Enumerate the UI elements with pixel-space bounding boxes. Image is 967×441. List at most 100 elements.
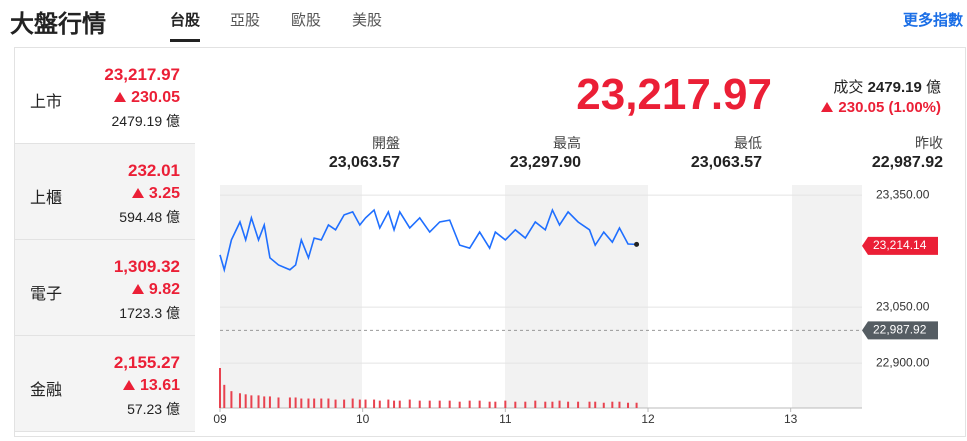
market-row[interactable] bbox=[15, 144, 195, 240]
stat-label: 最低 bbox=[734, 135, 762, 151]
market-volume: 57.23 億 bbox=[127, 401, 180, 417]
volume-bar bbox=[320, 398, 323, 408]
tag-bg bbox=[862, 236, 938, 255]
volume-bar bbox=[635, 402, 638, 408]
volume-bar bbox=[408, 399, 411, 408]
volume-bar bbox=[327, 398, 330, 408]
market-name: 電子 bbox=[30, 286, 63, 303]
tab[interactable]: 台股 bbox=[170, 9, 201, 42]
volume: 2479.19 bbox=[867, 79, 922, 96]
volume-bar bbox=[294, 397, 297, 408]
volume-bar bbox=[468, 400, 471, 408]
x-tick-label: 12 bbox=[641, 412, 655, 426]
volume-bar bbox=[428, 400, 431, 408]
x-tick-label: 11 bbox=[499, 412, 512, 426]
volume-bar bbox=[438, 400, 441, 408]
up-icon bbox=[122, 380, 135, 390]
volume-bar bbox=[268, 396, 271, 408]
stat-label: 最高 bbox=[553, 135, 581, 151]
x-tick-label: 10 bbox=[356, 412, 370, 426]
volume-bar bbox=[504, 400, 507, 408]
volume-bar bbox=[378, 400, 381, 408]
volume-bar bbox=[627, 402, 630, 408]
market-row[interactable] bbox=[15, 48, 195, 144]
page-title: 大盤行情 bbox=[10, 11, 106, 38]
volume-bar bbox=[524, 401, 527, 408]
change-value: 9.82 bbox=[148, 281, 180, 298]
volume-bar bbox=[478, 400, 481, 408]
price-line bbox=[219, 207, 637, 273]
volume-bar bbox=[514, 401, 517, 408]
market-change: 230.05 bbox=[114, 89, 180, 107]
x-tick-label: 13 bbox=[784, 412, 798, 426]
up-icon bbox=[131, 188, 144, 198]
session-band bbox=[792, 185, 862, 408]
stat-value: 23,297.90 bbox=[509, 154, 581, 171]
volume-bar bbox=[250, 395, 253, 408]
up-icon bbox=[114, 92, 127, 102]
volume-bar bbox=[567, 401, 570, 408]
market-volume: 2479.19 億 bbox=[111, 113, 181, 129]
volume-unit: 億 bbox=[925, 79, 941, 96]
volume-bar bbox=[238, 393, 241, 408]
stat-value: 23,063.57 bbox=[328, 154, 400, 171]
volume-bar bbox=[544, 401, 547, 408]
up-icon bbox=[131, 284, 144, 294]
stat-label: 開盤 bbox=[372, 135, 400, 151]
volume-bar bbox=[611, 401, 614, 408]
market-row[interactable] bbox=[15, 336, 195, 432]
volume-bar bbox=[223, 384, 226, 408]
market-name: 金融 bbox=[30, 382, 63, 399]
volume-bar bbox=[551, 401, 554, 408]
volume-bar bbox=[494, 401, 497, 408]
market-change: 13.61 bbox=[122, 377, 180, 395]
volume-bar bbox=[558, 400, 561, 408]
session-band bbox=[220, 185, 362, 408]
previous-close-label: 22,987.92 bbox=[873, 323, 927, 337]
market-row[interactable] bbox=[15, 240, 195, 336]
session-band bbox=[505, 185, 648, 408]
volume-bar bbox=[277, 397, 280, 408]
volume-bar bbox=[418, 400, 421, 408]
tag-bg bbox=[862, 321, 938, 340]
volume-bar bbox=[588, 401, 591, 408]
x-tick-label: 09 bbox=[213, 412, 227, 426]
volume-bar bbox=[534, 400, 537, 408]
market-volume: 1723.3 億 bbox=[119, 305, 180, 321]
volume-bar bbox=[393, 400, 396, 408]
volume-bar bbox=[219, 368, 221, 408]
volume-bar bbox=[387, 399, 390, 408]
market-name: 上市 bbox=[30, 94, 63, 111]
tab[interactable]: 美股 bbox=[352, 12, 383, 29]
volume-bar bbox=[288, 397, 291, 408]
y-tick-label: 23,350.00 bbox=[876, 187, 930, 201]
volume-bar bbox=[343, 399, 346, 408]
volume-bar bbox=[577, 401, 580, 408]
volume-bar bbox=[373, 399, 376, 408]
volume-bar bbox=[364, 399, 367, 408]
market-price: 1,309.32 bbox=[113, 257, 180, 276]
tab[interactable]: 歐股 bbox=[291, 12, 322, 29]
volume-bar bbox=[358, 399, 361, 408]
volume-label: 成交 bbox=[833, 79, 864, 96]
market-change: 9.82 bbox=[131, 281, 180, 299]
volume-bar bbox=[458, 401, 461, 408]
volume-bar bbox=[300, 398, 303, 408]
index-price: 23,217.97 bbox=[576, 70, 772, 119]
change-value: 3.25 bbox=[148, 185, 180, 202]
more-link[interactable]: 更多指數 bbox=[902, 12, 963, 29]
up-icon bbox=[821, 102, 834, 112]
y-tick-label: 22,900.00 bbox=[876, 355, 930, 369]
volume-bar bbox=[263, 396, 266, 408]
volume-bar bbox=[257, 395, 260, 408]
index-change: 230.05 (1.00%) bbox=[838, 99, 941, 116]
stat-value: 22,987.92 bbox=[871, 154, 943, 171]
y-tick-label: 23,050.00 bbox=[876, 299, 930, 313]
volume-bar bbox=[488, 401, 491, 408]
price-tag-label: 23,214.14 bbox=[873, 238, 927, 252]
stat-label: 昨收 bbox=[915, 135, 943, 151]
volume-bar bbox=[594, 401, 597, 408]
tab[interactable]: 亞股 bbox=[230, 12, 261, 29]
